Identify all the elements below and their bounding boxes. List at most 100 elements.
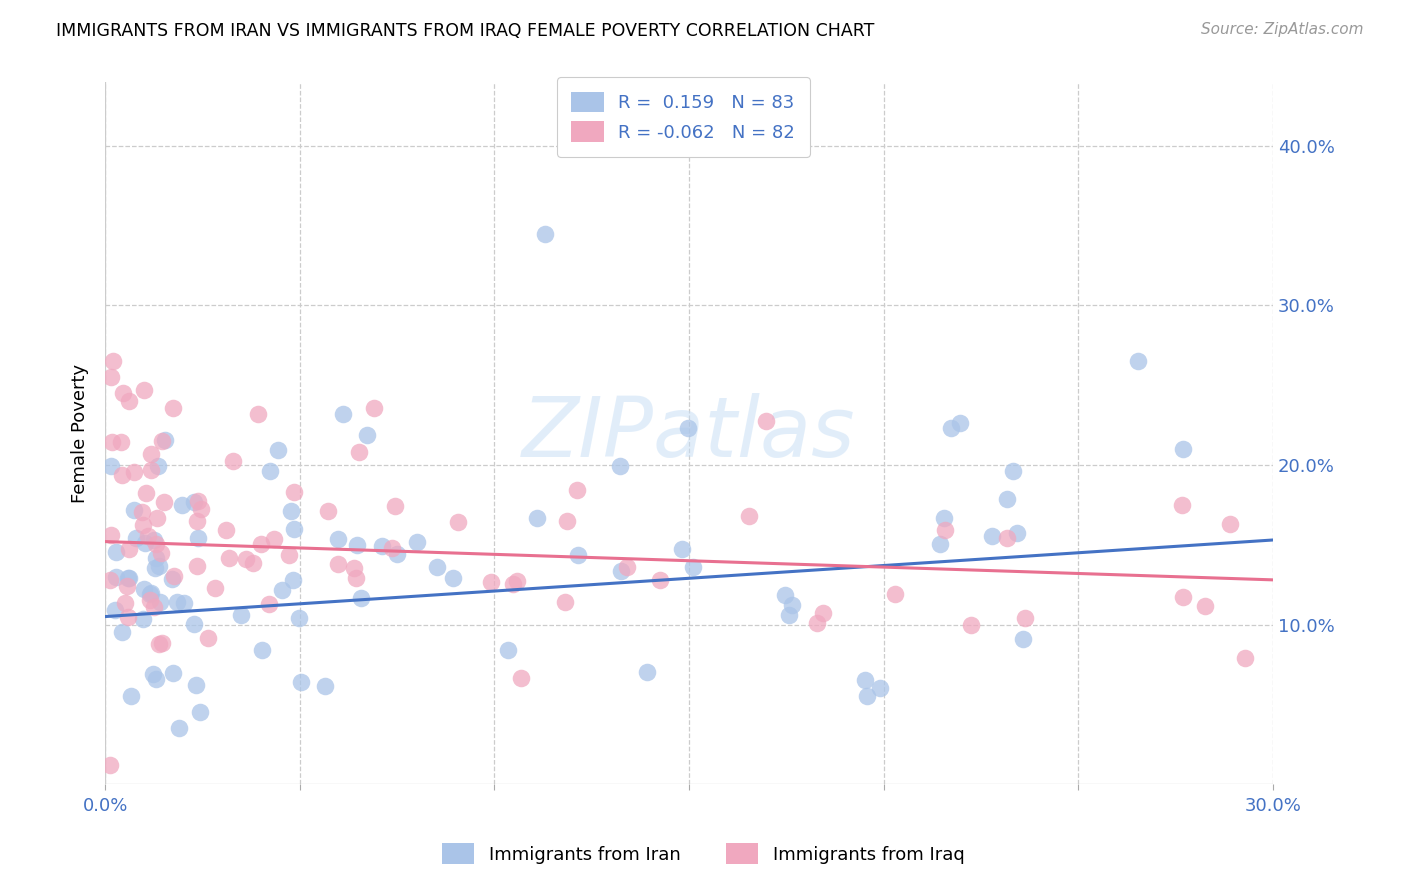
Point <box>636 665 658 679</box>
Point <box>167 721 190 735</box>
Point <box>567 548 589 562</box>
Point <box>132 582 155 596</box>
Point <box>186 514 208 528</box>
Point <box>98 573 121 587</box>
Point <box>609 459 631 474</box>
Point <box>290 674 312 689</box>
Point <box>526 511 548 525</box>
Point <box>120 689 142 703</box>
Point <box>554 594 576 608</box>
Point <box>934 523 956 537</box>
Point <box>148 558 170 573</box>
Point <box>426 560 449 574</box>
Point <box>650 573 672 587</box>
Text: IMMIGRANTS FROM IRAN VS IMMIGRANTS FROM IRAQ FEMALE POVERTY CORRELATION CHART: IMMIGRANTS FROM IRAN VS IMMIGRANTS FROM … <box>56 22 875 40</box>
Point <box>811 607 834 621</box>
Point <box>502 576 524 591</box>
Point <box>738 508 761 523</box>
Point <box>197 631 219 645</box>
Point <box>184 677 207 691</box>
Point <box>281 573 304 587</box>
Point <box>346 538 368 552</box>
Point <box>616 560 638 574</box>
Point <box>122 465 145 479</box>
Point <box>145 537 167 551</box>
Legend: Immigrants from Iran, Immigrants from Iraq: Immigrants from Iran, Immigrants from Ir… <box>427 829 979 879</box>
Point <box>117 610 139 624</box>
Point <box>118 571 141 585</box>
Point <box>671 541 693 556</box>
Point <box>190 705 212 719</box>
Point <box>997 531 1019 545</box>
Point <box>555 514 578 528</box>
Point <box>215 523 238 537</box>
Point <box>267 443 290 458</box>
Point <box>249 537 271 551</box>
Point <box>132 518 155 533</box>
Point <box>112 386 135 401</box>
Point <box>257 598 280 612</box>
Point <box>149 546 172 560</box>
Point <box>204 581 226 595</box>
Point <box>100 459 122 474</box>
Point <box>980 529 1002 543</box>
Point <box>132 383 155 397</box>
Point <box>1012 632 1035 646</box>
Legend: R =  0.159   N = 83, R = -0.062   N = 82: R = 0.159 N = 83, R = -0.062 N = 82 <box>557 77 810 157</box>
Point <box>609 564 631 578</box>
Point <box>187 494 209 508</box>
Point <box>384 499 406 513</box>
Point <box>117 394 139 409</box>
Point <box>1234 651 1257 665</box>
Point <box>218 551 240 566</box>
Point <box>1170 498 1192 512</box>
Point <box>186 559 208 574</box>
Point <box>1126 354 1149 368</box>
Point <box>104 570 127 584</box>
Point <box>148 637 170 651</box>
Point <box>280 504 302 518</box>
Point <box>406 535 429 549</box>
Point <box>105 545 128 559</box>
Point <box>1007 526 1029 541</box>
Point <box>131 505 153 519</box>
Point <box>277 548 299 562</box>
Point <box>155 433 177 447</box>
Point <box>152 494 174 508</box>
Point <box>183 616 205 631</box>
Point <box>363 401 385 415</box>
Point <box>356 427 378 442</box>
Text: ZIPatlas: ZIPatlas <box>522 392 856 474</box>
Point <box>342 561 364 575</box>
Point <box>1171 442 1194 457</box>
Point <box>145 551 167 566</box>
Point <box>170 498 193 512</box>
Point <box>242 556 264 570</box>
Point <box>283 523 305 537</box>
Point <box>385 547 408 561</box>
Point <box>114 596 136 610</box>
Point <box>856 690 879 704</box>
Point <box>270 583 292 598</box>
Point <box>139 592 162 607</box>
Point <box>104 603 127 617</box>
Point <box>143 599 166 614</box>
Point <box>778 607 800 622</box>
Point <box>139 587 162 601</box>
Point <box>496 642 519 657</box>
Point <box>145 672 167 686</box>
Point <box>806 616 828 631</box>
Point <box>183 495 205 509</box>
Point <box>163 569 186 583</box>
Point <box>1194 599 1216 613</box>
Point <box>162 665 184 680</box>
Point <box>682 560 704 574</box>
Point <box>142 533 165 547</box>
Point <box>150 635 173 649</box>
Point <box>98 758 121 772</box>
Point <box>125 531 148 545</box>
Point <box>235 552 257 566</box>
Point <box>118 542 141 557</box>
Point <box>959 617 981 632</box>
Point <box>350 591 373 606</box>
